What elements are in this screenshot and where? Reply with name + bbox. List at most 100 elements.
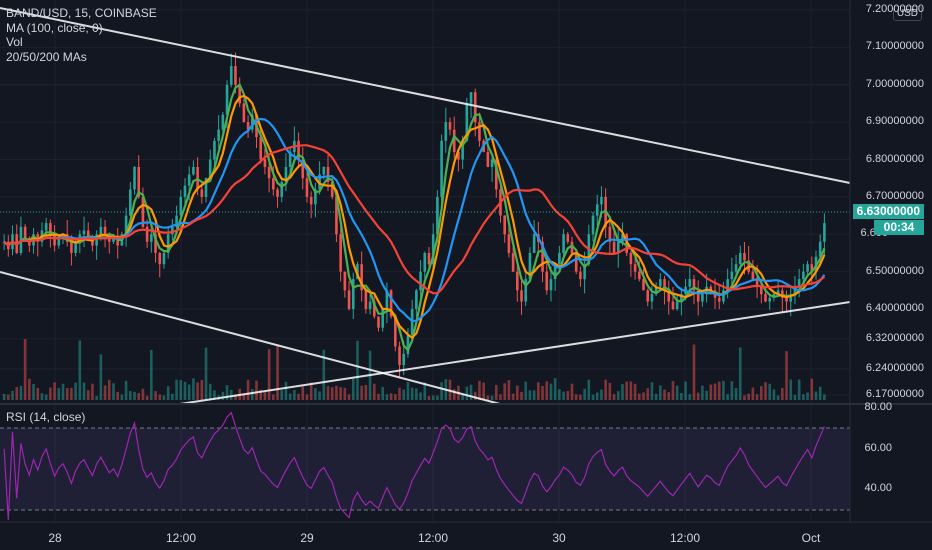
candle-body [280,181,284,197]
candle-body [204,178,208,197]
candle-body [217,129,220,141]
volume-bar [764,382,767,400]
volume-bar [330,387,334,400]
price-axis-label: 6.24000000 [865,361,924,374]
candle-body [267,166,271,179]
volume-bar [394,394,397,400]
legend-ma[interactable]: MA (100, close, 0) [6,20,103,35]
volume-bar [32,383,35,400]
volume-bar [347,394,351,400]
price-axis-label: 7.00000000 [865,77,924,90]
volume-bar [322,349,326,400]
volume-bar [537,382,540,400]
candle-body [192,166,195,175]
volume-bar [823,394,826,400]
volume-bar [608,382,612,400]
candle-body [305,178,309,197]
volume-bar [549,383,553,400]
candle-body [532,234,536,253]
candle-body [671,301,675,310]
volume-bar [175,379,178,400]
time-axis-label: Oct [801,531,821,545]
candle-body [221,114,225,130]
legend-vol[interactable]: Vol [6,35,23,49]
volume-bar [566,391,570,400]
volume-bar [570,383,574,400]
candle-body [638,271,641,280]
candle-body [574,252,578,272]
candle-body [410,309,414,336]
volume-bar [730,381,734,400]
candle-body [810,264,814,272]
candle-body [751,271,755,280]
volume-bar [427,395,431,400]
volume-bar [738,347,742,400]
volume-bar [74,382,77,400]
volume-bar [343,387,347,400]
price-axis-label: 7.20000000 [865,3,924,15]
candle-body [802,271,805,280]
ma-line-200 [3,144,826,295]
volume-bar [70,387,73,400]
candle-body [238,84,241,104]
candle-body [591,215,595,235]
volume-bar [297,393,300,400]
volume-bar [86,390,90,400]
candle-body [701,294,704,302]
legend-symbol[interactable]: BAND/USD, 15, COINBASE [6,6,157,20]
candle-body [696,290,700,302]
rsi-line [3,411,825,520]
volume-bar [452,389,456,400]
candle-body [57,238,61,246]
currency-selector[interactable]: USD [892,6,922,21]
candle-body [124,215,128,235]
candle-body [675,301,679,310]
volume-bar [797,379,801,400]
candle-body [419,271,422,291]
candle-body [415,290,418,310]
volume-bar [377,393,380,400]
volume-bar [638,393,641,400]
candle-body [730,271,734,280]
candle-body [478,122,481,141]
volume-bar [162,395,166,400]
moving-averages [3,83,826,353]
volume-bar [659,385,662,400]
volume-bar [57,387,61,400]
volume-bar [772,389,776,400]
candle-body [339,234,342,272]
candle-body [183,185,187,197]
volume-bar [755,394,759,400]
candle-body [566,234,570,242]
candle-body [688,279,692,287]
candle-body [234,66,237,85]
candle-body [612,241,616,253]
volume-bar [112,383,115,400]
candle-body [528,252,532,280]
legend-mas[interactable]: 20/50/200 MAs [6,49,87,64]
volume-bar [705,390,708,400]
volume-bar [272,394,275,400]
volume-bar [44,394,48,400]
volume-bar [781,388,784,400]
volume-bar [196,382,199,400]
candle-body [440,140,443,197]
candle-body [558,252,561,265]
candle-body [469,92,473,104]
volume-bar [259,389,263,400]
candle-body [372,301,376,317]
volume-bar [722,380,725,400]
volume-bar [553,378,557,400]
ma-line-20 [3,83,826,353]
volume-bar [642,392,645,400]
rsi-legend[interactable]: RSI (14, close) [6,410,86,424]
volume-bar [583,388,586,400]
volume-bar [671,381,675,400]
upper-trendline [0,7,851,184]
volume-bar [49,387,52,400]
price-axis-label: 6.70000000 [865,189,924,202]
candle-body [553,264,557,280]
candle-body [797,279,801,287]
time-axis-label: 12:00 [669,531,701,545]
